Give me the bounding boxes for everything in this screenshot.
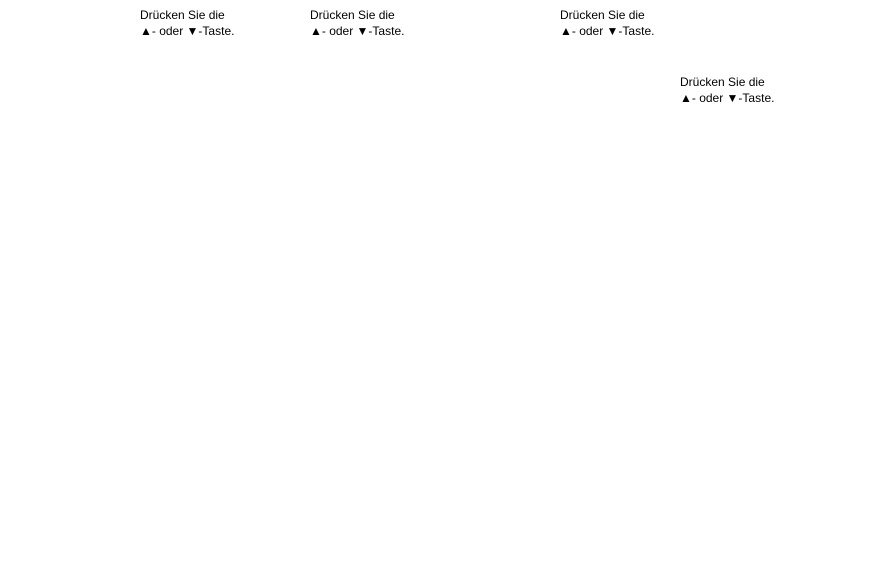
label-press-updown-1: Drücken Sie die▲- oder ▼-Taste. bbox=[140, 8, 234, 39]
label-press-updown-2: Drücken Sie die▲- oder ▼-Taste. bbox=[310, 8, 404, 39]
label-press-updown-3: Drücken Sie die▲- oder ▼-Taste. bbox=[560, 8, 654, 39]
label-press-updown-4: Drücken Sie die▲- oder ▼-Taste. bbox=[680, 75, 774, 106]
